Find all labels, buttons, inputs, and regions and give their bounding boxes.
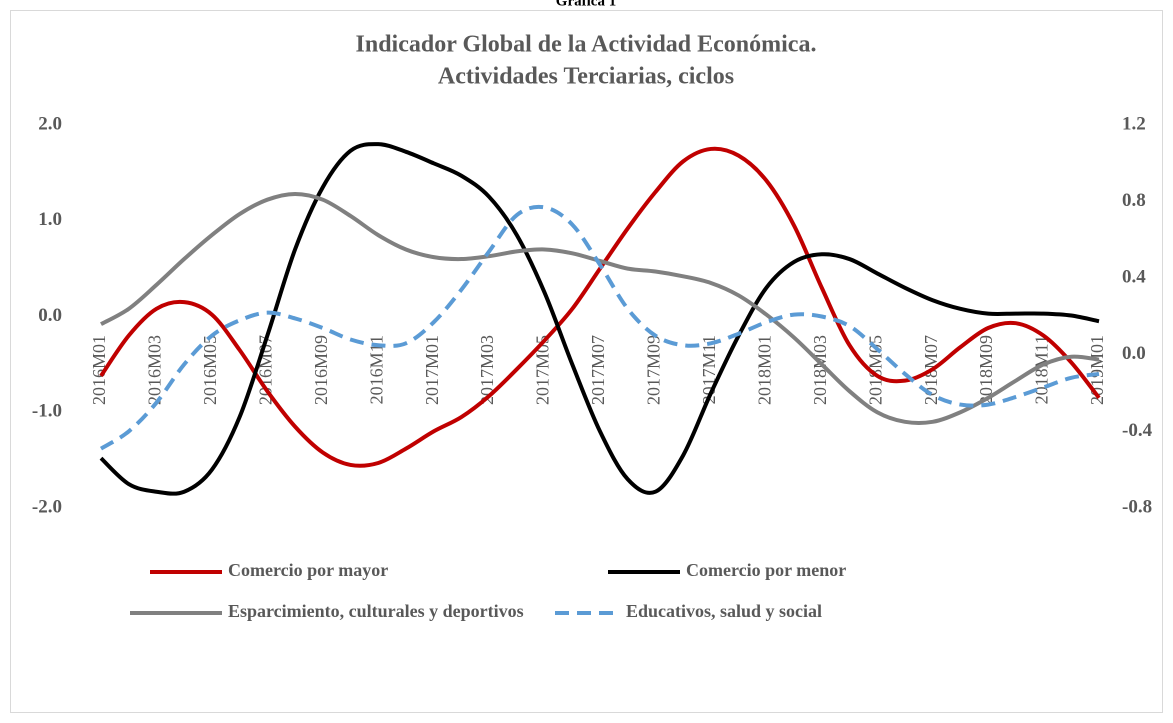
series-line <box>100 191 1100 426</box>
y-tick-label: 2.0 <box>38 113 62 134</box>
header: Gráfica 1 <box>556 0 616 9</box>
x-tick-label: 2016M01 <box>89 335 109 405</box>
series-line <box>99 142 1100 496</box>
y-tick-label: -1.0 <box>32 401 62 422</box>
y-tick-label: 1.0 <box>38 209 62 230</box>
x-tick-label: 2016M09 <box>311 335 331 405</box>
x-tick-label: 2017M03 <box>477 335 497 405</box>
y2-tick-label: -0.4 <box>1122 420 1153 441</box>
x-tick-label: 2018M03 <box>810 335 830 405</box>
chart-title: Indicador Global de la Actividad Económi… <box>356 32 817 58</box>
y2-tick-label: 1.2 <box>1122 113 1146 134</box>
legend-label: Esparcimiento, culturales y deportivos <box>228 601 524 621</box>
x-tick-label: 2017M09 <box>644 335 664 405</box>
x-tick-label: 2018M01 <box>754 335 774 405</box>
series-line <box>99 146 1101 468</box>
legend-label: Comercio por menor <box>686 560 846 580</box>
y2-tick-label: 0.0 <box>1122 343 1146 364</box>
y-tick-label: -2.0 <box>32 496 62 517</box>
x-tick-label: 2017M01 <box>422 335 442 405</box>
chart-title: Actividades Terciarias, ciclos <box>438 64 734 90</box>
y-tick-label: 0.0 <box>38 305 62 326</box>
x-tick-label: 2016M05 <box>200 335 220 405</box>
x-tick-label: 2017M07 <box>588 335 608 405</box>
y2-tick-label: 0.8 <box>1122 190 1146 211</box>
x-tick-label: 2016M11 <box>366 335 386 404</box>
y2-tick-label: 0.4 <box>1122 267 1146 288</box>
legend-label: Comercio por mayor <box>228 560 388 580</box>
legend-label: Educativos, salud y social <box>626 601 822 621</box>
x-tick-label: 2017M05 <box>533 335 553 405</box>
y2-tick-label: -0.8 <box>1122 496 1152 517</box>
x-tick-label: 2018M09 <box>976 335 996 405</box>
chart-border <box>10 10 1163 713</box>
x-tick-label: 2016M03 <box>145 335 165 405</box>
series-line <box>99 204 1100 451</box>
